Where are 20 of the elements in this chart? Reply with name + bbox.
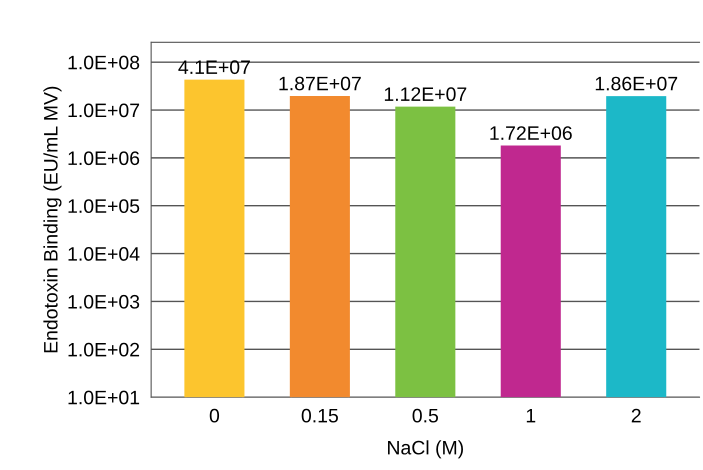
x-tick-label: 2 — [632, 408, 641, 422]
y-tick-label: 1.0E+01 — [68, 390, 140, 404]
y-tick-label: 1.0E+04 — [68, 247, 140, 261]
data-label: 1.86E+07 — [596, 76, 678, 90]
data-label: 4.1E+07 — [178, 60, 250, 74]
y-tick-label: 1.0E+08 — [68, 56, 140, 70]
x-tick-label: 0.5 — [412, 408, 438, 423]
x-tick-label: 0.15 — [302, 408, 338, 423]
y-tick-label: 1.0E+03 — [68, 294, 140, 309]
y-tick-label: 1.0E+07 — [68, 103, 140, 118]
x-axis-title: NaCl (M) — [388, 440, 463, 458]
data-label: 1.12E+07 — [384, 87, 466, 102]
y-tick-label: 1.0E+05 — [68, 199, 140, 213]
data-label: 1.72E+06 — [490, 126, 572, 140]
y-axis-title: Endotoxin Binding (EU/mL MV) — [43, 86, 62, 352]
y-tick-label: 1.0E+06 — [68, 151, 140, 166]
data-label: 1.87E+07 — [279, 76, 361, 90]
y-tick-label: 1.0E+02 — [68, 342, 140, 357]
x-tick-label: 1 — [526, 408, 536, 422]
x-tick-label: 0 — [210, 408, 220, 423]
